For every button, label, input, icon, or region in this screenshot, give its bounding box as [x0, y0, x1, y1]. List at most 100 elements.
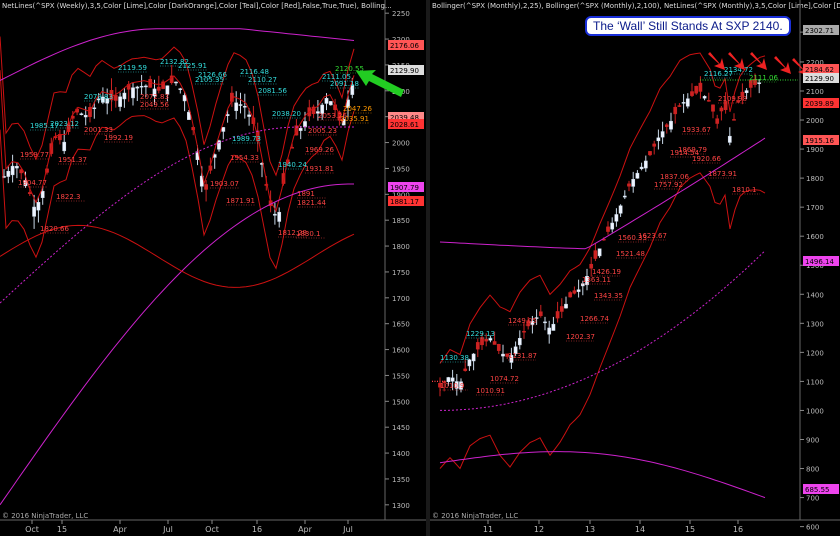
right-bollinger100-mid — [440, 250, 766, 411]
right-netline-label: 1363.11 — [582, 276, 611, 284]
left-candle-body — [32, 206, 36, 217]
left-candle-body — [15, 165, 19, 169]
left-candle-body — [169, 75, 174, 83]
right-candle-body — [480, 337, 484, 346]
right-price-flag-label: 2302.71 — [805, 27, 834, 35]
right-y-tick-label: 2200 — [806, 59, 824, 67]
right-netline-label: 1010.91 — [476, 387, 505, 395]
chart-annotation-title: The ‘Wall’ Still Stands At SXP 2140. — [585, 16, 791, 36]
right-candle-body — [618, 205, 623, 214]
left-y-tick-label: 1650 — [392, 321, 410, 329]
right-netline-label: 1869.79 — [678, 146, 707, 154]
left-price-flag-label: 2039.48 — [390, 114, 419, 122]
right-candle-body — [564, 303, 568, 309]
right-y-tick-label: 2000 — [806, 117, 824, 125]
right-candle-body — [631, 179, 636, 187]
left-candle-body — [96, 98, 101, 101]
right-y-tick-label: 1400 — [806, 291, 824, 299]
right-candle-body — [622, 195, 627, 198]
right-price-flag — [803, 73, 839, 83]
left-candle-body — [234, 102, 239, 111]
right-netline-label: 1010.9 — [440, 382, 465, 390]
right-candle-body — [547, 327, 552, 335]
right-candle-body — [446, 377, 451, 383]
right-bollinger25-lower — [439, 172, 766, 470]
left-x-tick-label: Apr — [298, 525, 313, 534]
left-candle-body — [40, 190, 45, 198]
right-netline-label: 1266.74 — [580, 315, 609, 323]
right-price-flag — [803, 64, 839, 74]
left-candle-body — [320, 104, 325, 114]
left-netline-label: 1821.44 — [297, 199, 326, 207]
left-netline-label: 2047.26 — [343, 105, 372, 113]
right-y-tick-label: 2100 — [806, 88, 824, 96]
right-y-tick-label: 900 — [806, 436, 819, 444]
right-candle-body — [669, 120, 673, 130]
right-x-tick-label: 14 — [635, 525, 645, 534]
right-netline-label: 1914.54 — [670, 149, 699, 157]
left-candle-body — [79, 113, 84, 115]
left-candle-body — [62, 141, 67, 152]
left-y-tick-label: 1800 — [392, 243, 410, 251]
left-candle-body — [187, 111, 191, 120]
right-candle-body — [585, 276, 589, 286]
left-candle-body — [23, 180, 28, 187]
left-bollinger-lower — [0, 110, 355, 270]
left-netline-label: 1820.66 — [40, 225, 69, 233]
right-candle-body — [744, 90, 749, 93]
left-candle-body — [238, 104, 243, 106]
right-x-tick-label: 11 — [483, 525, 493, 534]
left-netline-label: 2035.91 — [340, 115, 369, 123]
right-candle-body — [538, 311, 543, 317]
left-y-tick-label: 1400 — [392, 450, 410, 458]
right-candle-body — [572, 290, 577, 294]
right-netline-label: 1229.13 — [466, 330, 495, 338]
left-candle-body — [247, 114, 251, 117]
left-netline-label: 2001.33 — [84, 126, 113, 134]
right-candle-body — [501, 353, 505, 357]
panel-divider[interactable] — [426, 0, 430, 536]
left-candle-body — [225, 114, 230, 116]
right-y-tick-label: 700 — [806, 495, 819, 503]
left-netline-label: 1969.26 — [305, 146, 334, 154]
left-y-tick-label: 2000 — [392, 140, 410, 148]
right-y-tick-label: 1700 — [806, 204, 824, 212]
right-candle-body — [757, 82, 762, 84]
right-price-flag — [803, 256, 839, 266]
right-candle-body — [610, 222, 615, 230]
right-bollinger25-upper — [439, 52, 766, 364]
left-y-tick-label: 1900 — [392, 191, 410, 199]
right-netline-label: 1249.05 — [508, 317, 537, 325]
right-candle-body — [488, 338, 493, 341]
left-netline-label: 2038.20 — [272, 110, 301, 118]
right-y-tick-label: 1200 — [806, 349, 824, 357]
right-y-tick-label: 1300 — [806, 320, 824, 328]
weekly-chart-panel: NetLines(^SPX (Weekly),3,5,Color [Lime],… — [2, 2, 392, 520]
right-candle-body — [694, 85, 699, 94]
right-candle-body — [509, 355, 514, 363]
left-price-flag-label: 2176.06 — [390, 42, 419, 50]
left-netline-label: 1985.17 — [30, 122, 59, 130]
right-candle-body — [643, 160, 648, 169]
right-candle-body — [648, 151, 652, 156]
right-candle-body — [685, 98, 690, 107]
right-y-tick-label: 1100 — [806, 378, 824, 386]
left-candle-body — [135, 86, 140, 89]
right-price-flag-label: 2129.90 — [805, 75, 834, 83]
left-candle-body — [311, 106, 316, 115]
left-candle-body — [152, 88, 157, 97]
left-price-flag-label: 1881.17 — [390, 198, 419, 206]
right-candle-body — [606, 226, 610, 232]
right-candle-body — [526, 320, 531, 327]
left-netline-label: 2111.05 — [322, 73, 351, 81]
left-netline-label: 2072.83 — [140, 93, 169, 101]
left-netline-label: 2079.83 — [84, 93, 113, 101]
right-netline-label: 1560.33 — [618, 234, 647, 242]
right-netline-label: 1623.67 — [638, 232, 667, 240]
left-candle-body — [182, 95, 187, 102]
right-x-tick-label: 12 — [534, 525, 544, 534]
left-netline-label: 2132.82 — [160, 58, 189, 66]
left-candle-body — [221, 127, 226, 132]
monthly-chart-header: Bollinger(^SPX (Monthly),2,25), Bollinge… — [432, 2, 840, 10]
left-price-flag — [388, 182, 424, 192]
